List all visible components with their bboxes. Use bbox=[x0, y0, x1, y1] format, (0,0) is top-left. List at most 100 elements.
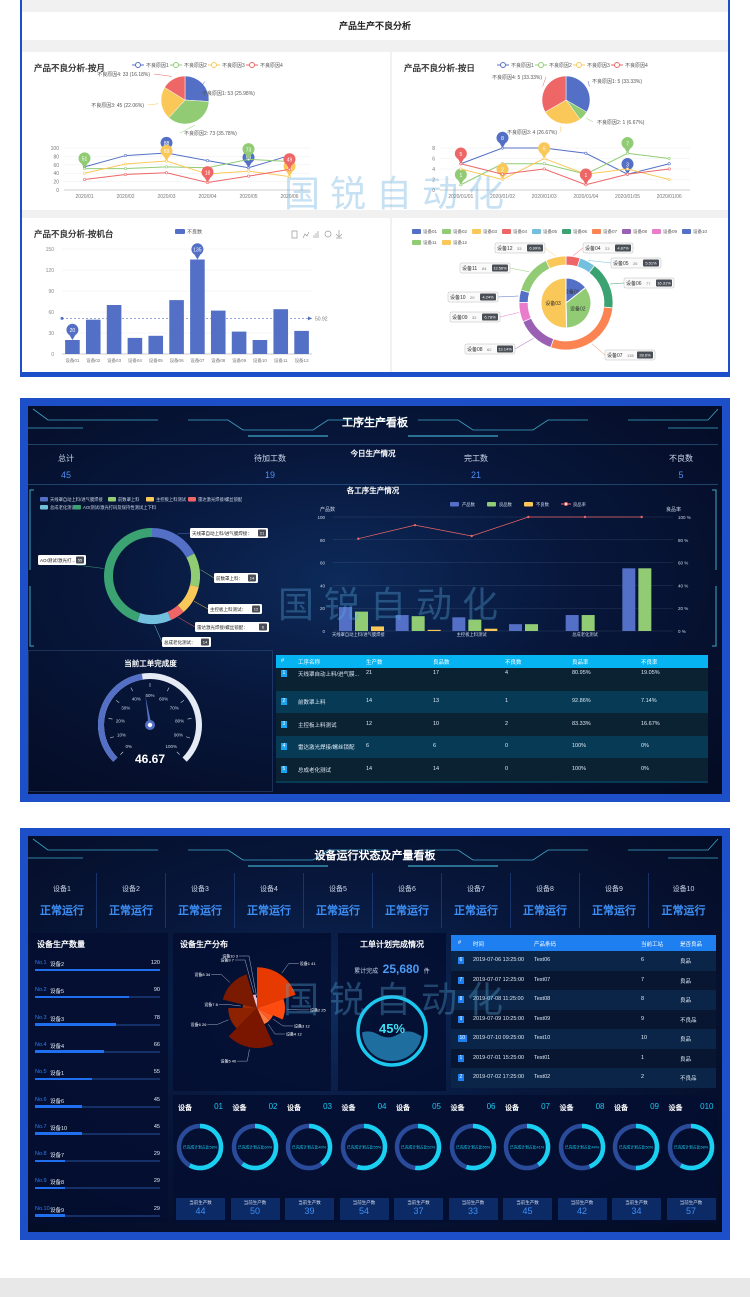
legend-item[interactable]: 设备09 bbox=[652, 228, 678, 235]
y-tick-left: 0 bbox=[322, 629, 325, 634]
legend-item[interactable]: 不良原因3 bbox=[208, 62, 245, 69]
table-cell: 2 bbox=[281, 698, 287, 706]
save-icon[interactable] bbox=[335, 230, 343, 239]
legend-item[interactable]: 不良原因2 bbox=[170, 62, 207, 69]
legend-item[interactable]: 不良数 bbox=[524, 501, 550, 508]
device-name: 设备3 bbox=[191, 886, 209, 893]
table-row[interactable]: 6AOI测试/激光打码及保持...55550100%0% bbox=[276, 780, 708, 783]
legend-item[interactable]: 不良原因1 bbox=[497, 62, 534, 69]
progress-track bbox=[35, 1105, 160, 1108]
restore-icon[interactable] bbox=[324, 230, 332, 238]
rank-label: No.10 bbox=[35, 1205, 50, 1212]
bar-chart-icon[interactable] bbox=[313, 231, 319, 238]
count-value: 44 bbox=[195, 1206, 206, 1216]
legend-item[interactable]: 前数罩上料 bbox=[108, 496, 140, 503]
production-count-box: 当前生产数 50 bbox=[230, 1198, 280, 1220]
label-line bbox=[267, 1024, 285, 1035]
table-row[interactable]: 3 主控板上料测试 12 10 2 83.33% 16.67% bbox=[276, 713, 708, 736]
production-value: 90 bbox=[153, 987, 160, 994]
legend-item[interactable]: 总成老化测试 bbox=[40, 504, 76, 511]
legend-item[interactable]: 设备05 bbox=[532, 228, 558, 235]
table-row[interactable]: 1 天线罩自动上料/进气膜... 21 17 4 80.95% 19.05% bbox=[276, 668, 708, 691]
table-row[interactable]: 5 总成老化测试 14 14 0 100% 0% bbox=[276, 758, 708, 781]
line-chart-icon[interactable] bbox=[302, 231, 310, 239]
gauge-tick bbox=[187, 718, 192, 720]
legend-item[interactable]: 不良原因2 bbox=[535, 62, 572, 69]
table-row[interactable]: 8 2019-07-08 11:25:00 Test08 8 良品 bbox=[451, 990, 716, 1010]
x-tick-label: 2020/01/03 bbox=[532, 194, 557, 200]
production-value: 29 bbox=[153, 1205, 160, 1212]
legend-item[interactable]: 良品数 bbox=[487, 501, 513, 508]
legend-item[interactable]: 主控板上料测试 bbox=[146, 496, 187, 503]
legend-item[interactable]: 设备01 bbox=[412, 228, 438, 235]
table-row[interactable]: 10 2019-07-10 09:25:00 Test10 10 良品 bbox=[451, 1029, 716, 1049]
legend-item[interactable]: 雷达激光焊接/螺丝锁配 bbox=[188, 496, 243, 503]
device-status-card[interactable]: 设备2 正常运行 bbox=[97, 873, 166, 928]
legend-item[interactable]: 不良原因3 bbox=[573, 62, 610, 69]
row-index-badge: 4 bbox=[281, 743, 287, 751]
legend-item[interactable]: 设备11 bbox=[412, 239, 437, 246]
legend-item[interactable]: 设备02 bbox=[442, 228, 468, 235]
device-status-card[interactable]: 设备9 正常运行 bbox=[580, 873, 649, 928]
device-status: 正常运行 bbox=[178, 905, 222, 917]
legend-item[interactable]: 设备07 bbox=[592, 228, 618, 235]
device-status-card[interactable]: 设备5 正常运行 bbox=[304, 873, 373, 928]
table-row[interactable]: 2 前数罩上料 14 13 1 92.86% 7.14% bbox=[276, 690, 708, 713]
pie-slice bbox=[168, 99, 210, 125]
table-row[interactable]: 4 雷达激光焊接/螺丝锁配 6 6 0 100% 0% bbox=[276, 735, 708, 758]
count-value: 42 bbox=[576, 1206, 587, 1216]
legend-item[interactable]: 不良原因4 bbox=[246, 62, 283, 69]
legend-item[interactable]: AOI测试/激光打码及保持性测试上下料 bbox=[73, 504, 157, 511]
table-cell: 2 bbox=[641, 1074, 645, 1081]
stat-value: 21 bbox=[470, 470, 481, 480]
x-tick-label: 2020/01 bbox=[75, 194, 93, 200]
legend-item[interactable]: 良品率 bbox=[561, 501, 587, 508]
table-row[interactable]: 6 2019-07-06 13:25:00 Test06 6 良品 bbox=[451, 951, 716, 971]
donut-slice bbox=[186, 553, 200, 588]
device-status-card[interactable]: 设备7 正常运行 bbox=[442, 873, 511, 928]
legend-item[interactable]: 设备08 bbox=[622, 228, 648, 235]
data-view-icon[interactable] bbox=[291, 230, 298, 239]
table-cell: 良品 bbox=[680, 1056, 692, 1063]
table-header: # 时间 产品条码 当前工站 是否良品 bbox=[451, 935, 716, 951]
good-rate-point bbox=[583, 515, 587, 519]
x-tick-label: 2020/04 bbox=[198, 194, 216, 200]
legend-item[interactable]: 不良原因4 bbox=[611, 62, 648, 69]
legend-item[interactable]: 不良原因1 bbox=[132, 62, 169, 69]
row-index-badge: 2 bbox=[281, 698, 287, 706]
table-row[interactable]: 9 2019-07-09 10:25:00 Test09 9 不良品 bbox=[451, 1009, 716, 1029]
production-value: 66 bbox=[153, 1041, 160, 1048]
pie-label: 不良原因2: 1 (6.67%) bbox=[597, 119, 645, 126]
legend-item[interactable]: 不良数 bbox=[175, 229, 202, 236]
device-name: 设备2 bbox=[122, 886, 140, 893]
label-box-bg bbox=[214, 573, 258, 583]
table-row[interactable]: 1 2019-07-01 15:25:00 Test01 1 良品 bbox=[451, 1048, 716, 1068]
progress-track bbox=[35, 1078, 160, 1081]
marker-pin bbox=[454, 168, 467, 185]
y-tick-label: 8 bbox=[432, 146, 435, 152]
rank-label: No.2 bbox=[35, 987, 47, 994]
gauge-tick-label: 20% bbox=[116, 718, 125, 723]
legend-label: 设备05 bbox=[543, 228, 558, 235]
legend-item[interactable]: 设备06 bbox=[562, 228, 588, 235]
device-status-card[interactable]: 设备4 正常运行 bbox=[235, 873, 304, 928]
device-label: 设备 bbox=[614, 1105, 628, 1112]
legend-item[interactable]: 设备10 bbox=[682, 228, 708, 235]
progress-ring: 已完成计划占比58% bbox=[176, 1123, 224, 1171]
table-row[interactable]: 7 2019-07-07 12:25:00 Test07 7 良品 bbox=[451, 970, 716, 990]
y-tick-right: 20 % bbox=[678, 606, 688, 611]
device-status-card[interactable]: 设备1 正常运行 bbox=[28, 873, 97, 928]
device-status-card[interactable]: 设备10 正常运行 bbox=[649, 873, 718, 928]
legend-item[interactable]: 天线罩自动上料/进气膜焊接 bbox=[40, 496, 103, 503]
legend-item[interactable]: 设备12 bbox=[442, 239, 468, 246]
legend-item[interactable]: 产品数 bbox=[450, 501, 476, 508]
y-tick-left: 100 bbox=[317, 515, 325, 520]
device-status-card[interactable]: 设备8 正常运行 bbox=[511, 873, 580, 928]
rose-label: 设备7 8 bbox=[204, 1001, 218, 1007]
table-row[interactable]: 2 2019-07-02 17:25:00 Test02 2 不良品 bbox=[451, 1068, 716, 1088]
legend-item[interactable]: 设备04 bbox=[502, 228, 528, 235]
legend-item[interactable]: 设备03 bbox=[472, 228, 498, 235]
device-status-card[interactable]: 设备6 正常运行 bbox=[373, 873, 442, 928]
y-tick-label: 80 bbox=[53, 154, 59, 160]
device-status-card[interactable]: 设备3 正常运行 bbox=[166, 873, 235, 928]
